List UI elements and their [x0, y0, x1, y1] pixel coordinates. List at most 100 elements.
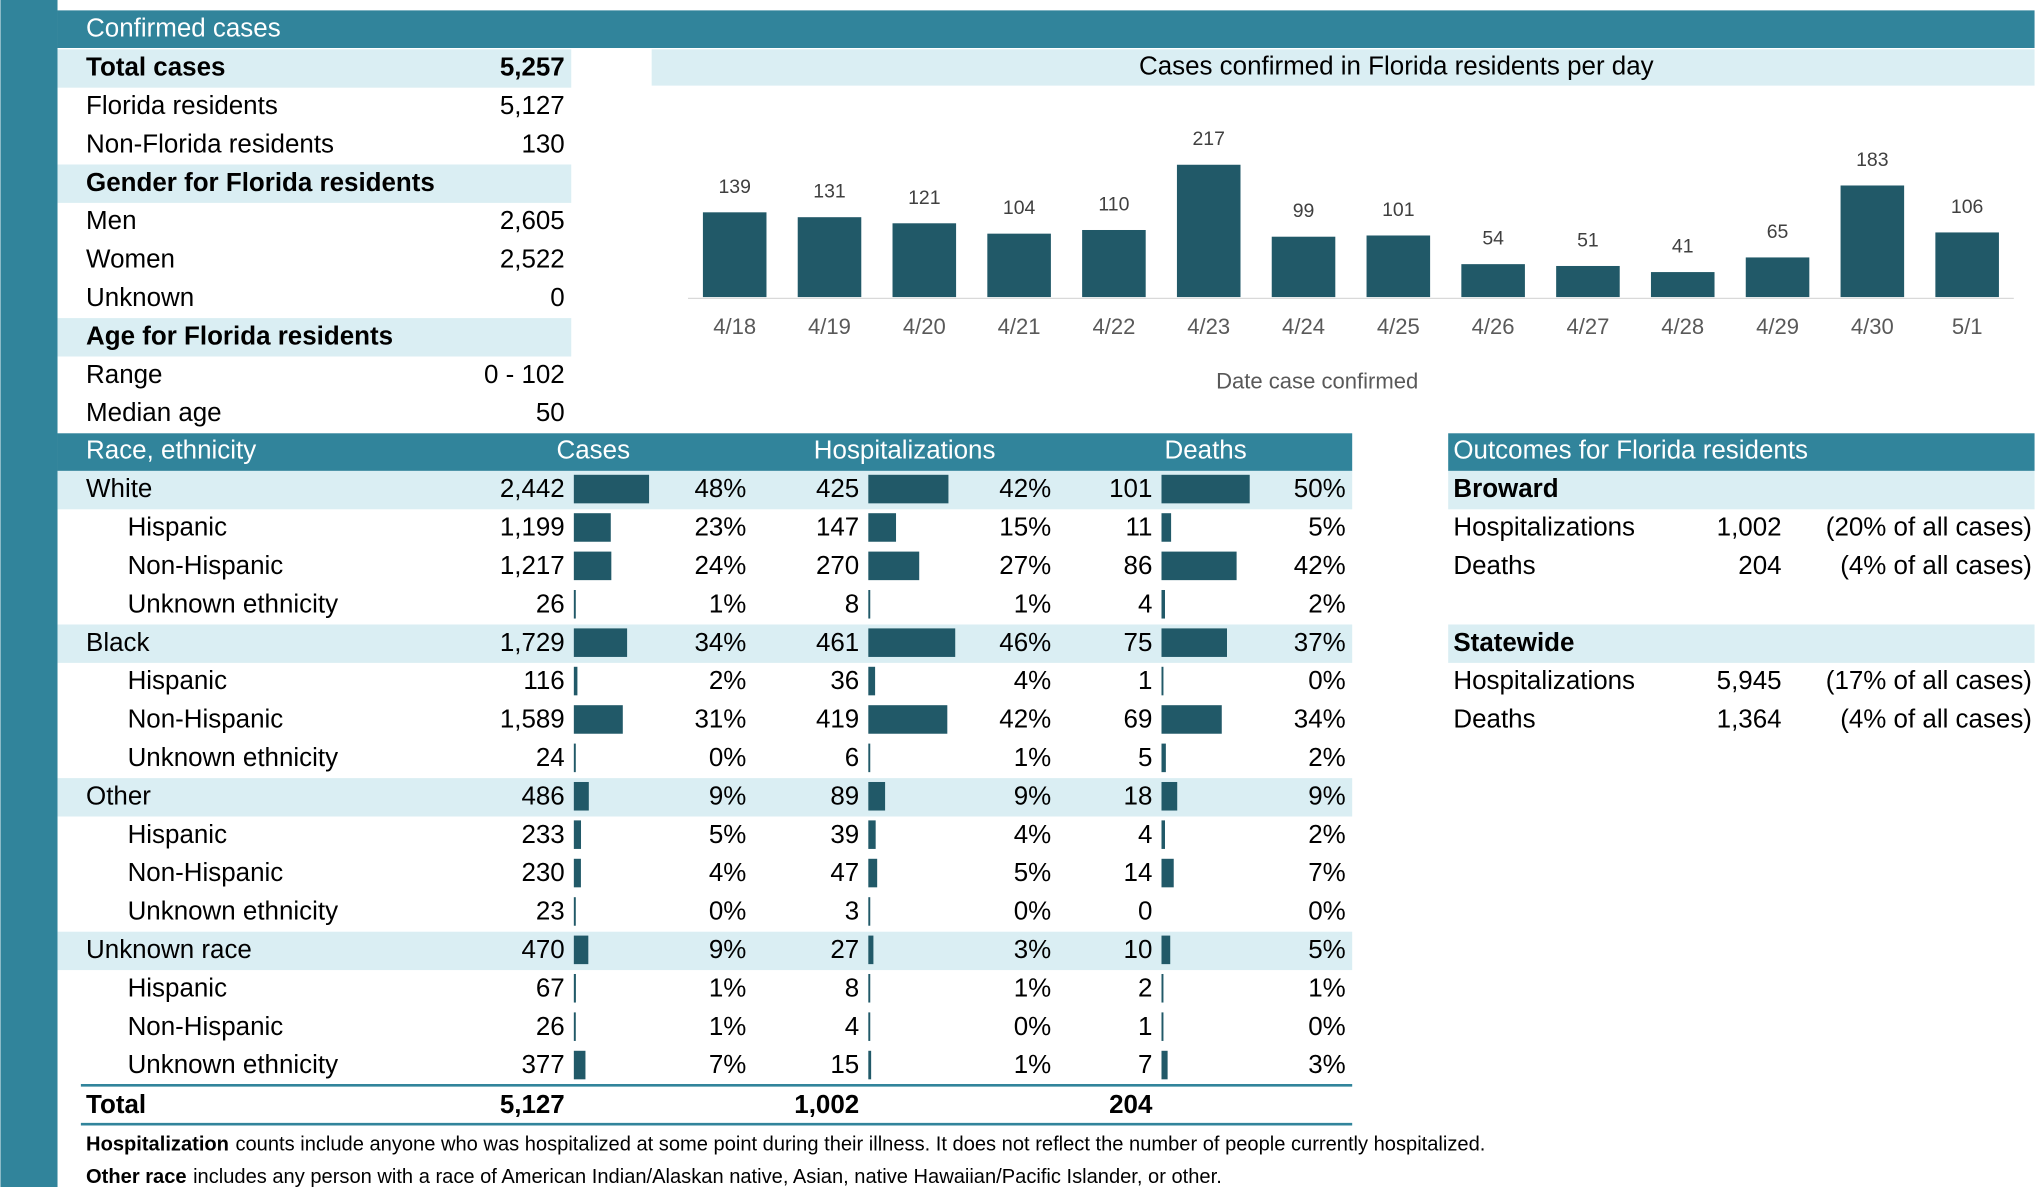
- percent: 37%: [1294, 629, 1346, 657]
- outcome-label: Hospitalizations: [1453, 514, 1635, 542]
- percent: 34%: [694, 629, 746, 657]
- group-band: [57, 624, 1353, 663]
- x-tick-label: 4/28: [1661, 314, 1704, 339]
- value: 230: [521, 859, 564, 887]
- percent: 1%: [1014, 1051, 1052, 1079]
- data-bar: [573, 1012, 576, 1041]
- percent: 42%: [999, 706, 1051, 734]
- footnote: Other race includes any person with a rac…: [86, 1166, 1222, 1187]
- data-bar: [868, 897, 871, 926]
- outcome-label: Deaths: [1453, 552, 1535, 580]
- value: 470: [521, 936, 564, 964]
- column-header: Deaths: [1165, 436, 1247, 464]
- ethnicity-label: Non-Hispanic: [128, 552, 284, 580]
- data-bar: [573, 705, 623, 734]
- data-bar: [868, 474, 949, 504]
- bar-label: 65: [1767, 221, 1789, 243]
- percent: 0%: [1308, 667, 1346, 695]
- percent: 27%: [999, 552, 1051, 580]
- data-bar: [1161, 743, 1166, 773]
- value: 1,217: [500, 552, 565, 580]
- section-heading: Gender for Florida residents: [86, 169, 435, 197]
- race-label: Unknown race: [86, 936, 252, 964]
- value: 69: [1124, 706, 1153, 734]
- outcomes-header: [1448, 433, 2035, 471]
- data-bar: [573, 551, 612, 581]
- percent: 31%: [694, 706, 746, 734]
- value: 4: [1138, 590, 1152, 618]
- race-label: Black: [86, 629, 149, 657]
- data-bar: [573, 666, 578, 696]
- section-heading: Age for Florida residents: [86, 322, 393, 350]
- percent: 15%: [999, 514, 1051, 542]
- bar: [1935, 232, 1999, 298]
- bar: [987, 233, 1051, 298]
- percent: 0%: [1308, 1013, 1346, 1041]
- group-band: [57, 931, 1353, 971]
- column-header: Race, ethnicity: [86, 436, 256, 464]
- group-band: [57, 778, 1353, 817]
- data-bar: [573, 820, 582, 849]
- x-tick-label: 5/1: [1952, 314, 1983, 339]
- value: 461: [816, 629, 859, 657]
- header-bar: [57, 10, 2035, 48]
- percent: 0%: [1014, 898, 1052, 926]
- ethnicity-label: Non-Hispanic: [128, 859, 284, 887]
- percent: 5%: [1308, 936, 1346, 964]
- footnote-term: Hospitalization: [86, 1134, 229, 1156]
- ethnicity-label: Unknown ethnicity: [128, 1051, 339, 1079]
- bar-label: 121: [908, 187, 940, 209]
- percent: 4%: [709, 859, 747, 887]
- bar-label: 104: [1003, 197, 1036, 219]
- bar-label: 51: [1577, 229, 1599, 251]
- footnote-term: Other race: [86, 1166, 187, 1187]
- data-bar: [1161, 666, 1164, 696]
- percent: 5%: [1308, 514, 1346, 542]
- percent: 0%: [1014, 1013, 1052, 1041]
- x-tick-label: 4/22: [1092, 314, 1135, 339]
- data-bar: [1161, 781, 1178, 811]
- percent: 4%: [1014, 667, 1052, 695]
- bar: [702, 212, 767, 298]
- bar-label: 101: [1382, 199, 1414, 221]
- data-bar: [573, 589, 576, 619]
- data-bar: [573, 858, 581, 888]
- ethnicity-label: Hispanic: [128, 974, 228, 1002]
- data-bar: [868, 628, 956, 657]
- value: 419: [816, 706, 859, 734]
- data-bar: [868, 1012, 871, 1041]
- outcome-note: (17% of all cases): [1826, 667, 2032, 695]
- value: 233: [521, 821, 564, 849]
- data-bar: [573, 628, 628, 657]
- row-value: 130: [521, 130, 564, 158]
- row-label: Women: [86, 246, 175, 274]
- value: 26: [536, 590, 565, 618]
- value: 47: [830, 859, 859, 887]
- value: 4: [1138, 821, 1152, 849]
- data-bar: [1161, 474, 1250, 504]
- outcome-note: (4% of all cases): [1840, 706, 2032, 734]
- percent: 9%: [709, 782, 747, 810]
- percent: 46%: [999, 629, 1051, 657]
- value: 89: [830, 782, 859, 810]
- value: 1: [1138, 667, 1152, 695]
- percent: 1%: [1014, 744, 1052, 772]
- ethnicity-label: Non-Hispanic: [128, 1013, 284, 1041]
- value: 486: [521, 782, 564, 810]
- data-bar: [868, 705, 948, 734]
- percent: 0%: [709, 898, 747, 926]
- bar: [1461, 264, 1525, 298]
- x-tick-label: 4/21: [998, 314, 1041, 339]
- value: 5: [1138, 744, 1152, 772]
- data-bar: [1161, 820, 1165, 849]
- ethnicity-label: Unknown ethnicity: [128, 744, 339, 772]
- total-value: 204: [1109, 1091, 1153, 1119]
- percent: 5%: [709, 821, 747, 849]
- percent: 1%: [709, 590, 747, 618]
- footnote: Hospitalization counts include anyone who…: [86, 1134, 1485, 1156]
- ethnicity-label: Unknown ethnicity: [128, 898, 339, 926]
- bar-label: 131: [813, 181, 845, 203]
- section-heading: Statewide: [1453, 629, 1574, 657]
- outcome-value: 1,002: [1717, 514, 1782, 542]
